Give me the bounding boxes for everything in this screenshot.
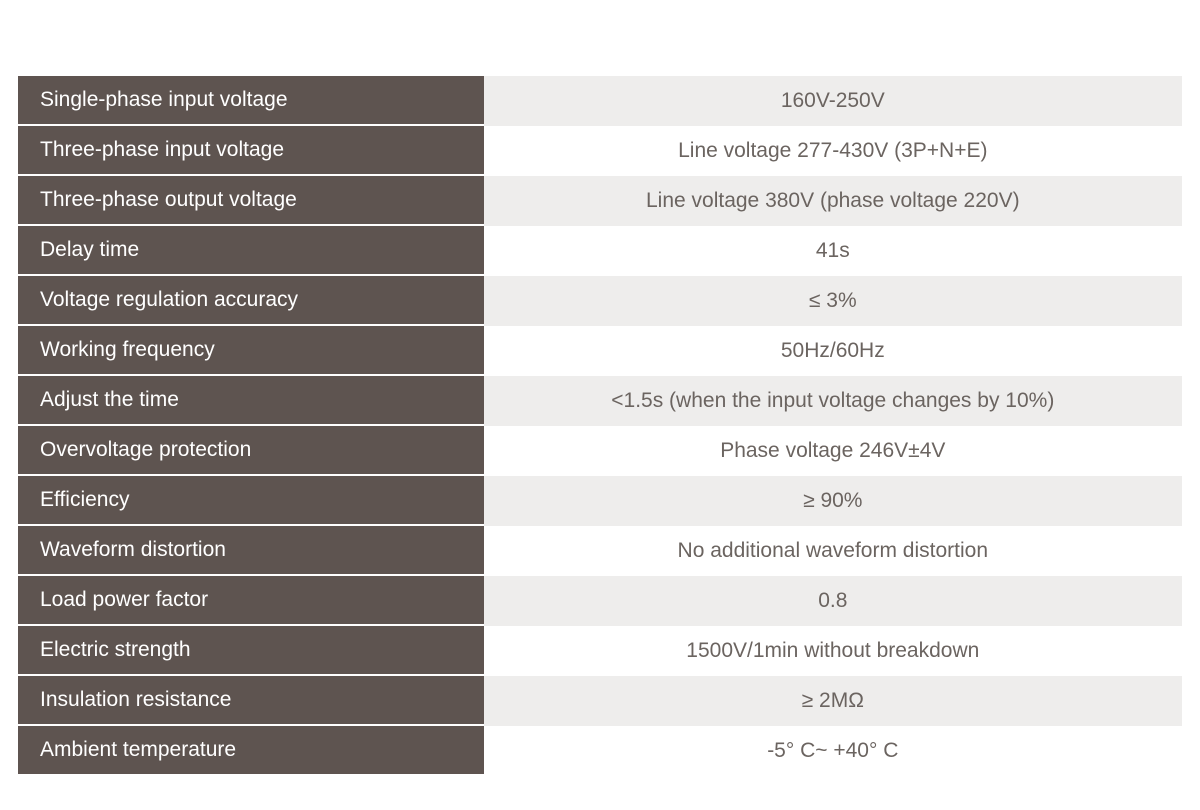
table-row: Overvoltage protection Phase voltage 246… [18,426,1182,476]
spec-label: Working frequency [18,326,484,376]
spec-table: Single-phase input voltage 160V-250V Thr… [18,76,1182,776]
spec-label: Three-phase output voltage [18,176,484,226]
table-row: Voltage regulation accuracy ≤ 3% [18,276,1182,326]
spec-label: Single-phase input voltage [18,76,484,126]
spec-value: <1.5s (when the input voltage changes by… [484,376,1182,426]
spec-label: Waveform distortion [18,526,484,576]
spec-value: 1500V/1min without breakdown [484,626,1182,676]
spec-value: 160V-250V [484,76,1182,126]
table-row: Efficiency ≥ 90% [18,476,1182,526]
table-row: Single-phase input voltage 160V-250V [18,76,1182,126]
spec-label: Insulation resistance [18,676,484,726]
spec-value: 41s [484,226,1182,276]
spec-label: Overvoltage protection [18,426,484,476]
spec-label: Load power factor [18,576,484,626]
spec-value: Line voltage 277-430V (3P+N+E) [484,126,1182,176]
spec-value: No additional waveform distortion [484,526,1182,576]
spec-label: Adjust the time [18,376,484,426]
spec-value: ≤ 3% [484,276,1182,326]
table-row: Electric strength 1500V/1min without bre… [18,626,1182,676]
spec-value: 0.8 [484,576,1182,626]
spec-value: -5° C~ +40° C [484,726,1182,776]
table-row: Three-phase input voltage Line voltage 2… [18,126,1182,176]
table-row: Adjust the time <1.5s (when the input vo… [18,376,1182,426]
table-row: Waveform distortion No additional wavefo… [18,526,1182,576]
spec-label: Voltage regulation accuracy [18,276,484,326]
spec-value: ≥ 2MΩ [484,676,1182,726]
spec-value: ≥ 90% [484,476,1182,526]
spec-value: Phase voltage 246V±4V [484,426,1182,476]
table-row: Delay time 41s [18,226,1182,276]
spec-label: Efficiency [18,476,484,526]
spec-value: Line voltage 380V (phase voltage 220V) [484,176,1182,226]
table-row: Load power factor 0.8 [18,576,1182,626]
table-row: Three-phase output voltage Line voltage … [18,176,1182,226]
spec-value: 50Hz/60Hz [484,326,1182,376]
table-row: Ambient temperature -5° C~ +40° C [18,726,1182,776]
spec-label: Delay time [18,226,484,276]
spec-label: Electric strength [18,626,484,676]
spec-label: Ambient temperature [18,726,484,776]
table-row: Working frequency 50Hz/60Hz [18,326,1182,376]
spec-label: Three-phase input voltage [18,126,484,176]
table-row: Insulation resistance ≥ 2MΩ [18,676,1182,726]
